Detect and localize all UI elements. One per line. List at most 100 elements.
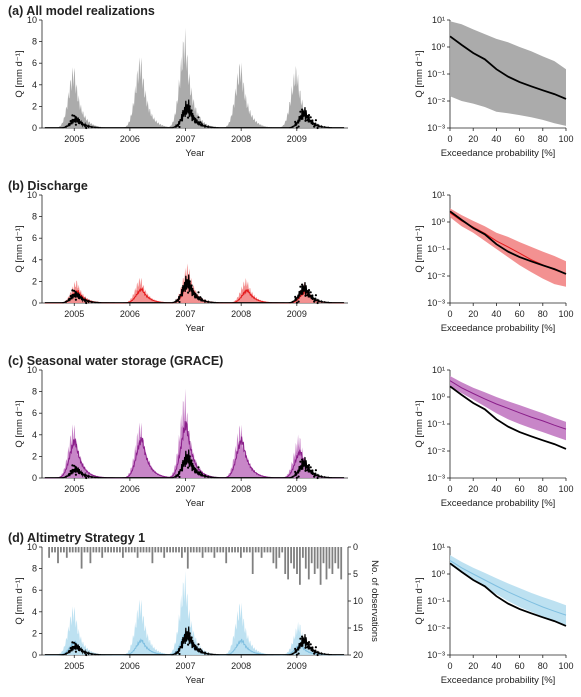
observation-point [199, 121, 202, 124]
fdc-observed-line [449, 385, 567, 450]
observation-point [314, 469, 317, 472]
observation-point [311, 646, 314, 649]
y-tick-label: 2 [32, 276, 37, 286]
observation-point [85, 476, 88, 480]
observed-line [44, 449, 345, 479]
observation-point [297, 300, 300, 303]
y-axis-label: Q [mm d⁻¹] [14, 400, 25, 447]
observation-point [73, 641, 76, 644]
observation-point [313, 125, 316, 128]
x-tick-label: 2008 [231, 309, 251, 319]
observation-point [69, 120, 72, 123]
observation-count-bar [204, 547, 207, 553]
fdc-y-tick-label: 10⁻³ [427, 473, 445, 483]
observation-count-bar [133, 547, 136, 553]
observation-point [295, 126, 298, 129]
fdc-x-tick-label: 0 [447, 661, 452, 671]
fdc-median-line [449, 559, 567, 616]
observation-count-bar [322, 547, 325, 564]
observation-count-bar [57, 547, 59, 564]
observation-count-bar [157, 547, 160, 553]
fdc-x-tick-label: 80 [538, 661, 548, 671]
observation-point [74, 473, 77, 476]
observation-point [301, 458, 304, 461]
fdc-uncertainty-band [450, 555, 566, 626]
observation-count-bar [68, 547, 71, 553]
observation-count-bar [98, 547, 101, 553]
panel-title: (b) Discharge [8, 179, 88, 193]
observation-count-bar [281, 547, 284, 553]
observation-point [294, 647, 297, 651]
y-tick-label: 10 [27, 15, 37, 25]
observation-point [85, 301, 88, 305]
observation-count-bar [74, 547, 77, 553]
observation-point [85, 126, 88, 130]
observation-point [197, 466, 200, 469]
observation-point [316, 301, 319, 305]
observation-point [314, 646, 317, 649]
x-tick-label: 2005 [64, 484, 84, 494]
observation-point [302, 464, 305, 467]
x-tick-label: 2009 [287, 661, 307, 671]
observation-point [193, 647, 197, 650]
observation-point [199, 471, 202, 474]
observation-count-bar [310, 547, 313, 564]
observation-point [190, 459, 193, 462]
observation-point [176, 651, 179, 654]
fdc-y-axis-label: Q [mm d⁻¹] [414, 50, 425, 97]
observation-point [311, 469, 314, 472]
observation-count-bar [48, 547, 50, 558]
x-axis-label: Year [185, 148, 204, 159]
x-tick-label: 2005 [64, 309, 84, 319]
observation-point [190, 284, 193, 287]
fdc-x-axis-label: Exceedance probability [%] [441, 323, 556, 334]
observation-count-bar [284, 547, 287, 574]
observation-point [79, 648, 83, 651]
observation-point [301, 283, 304, 286]
observation-point [73, 464, 76, 467]
fdc-y-tick-label: 10⁻¹ [427, 244, 445, 254]
fdc-x-tick-label: 60 [515, 134, 525, 144]
observation-point [195, 469, 198, 472]
observation-count-bar [119, 547, 121, 553]
observation-count-bar [122, 547, 124, 558]
observation-point [307, 464, 311, 467]
observation-count-bar [228, 547, 230, 553]
y-tick-label: 4 [32, 255, 37, 265]
panel-a: (a) All model realizations 0 2 4 6 8 10 2005 200… [8, 4, 348, 159]
observation-point [79, 296, 83, 299]
observation-count-bar [234, 547, 236, 553]
observation-point [313, 652, 316, 655]
observation-point [190, 109, 193, 112]
observation-point [187, 643, 190, 646]
x-tick-label: 2006 [120, 134, 140, 144]
fdc-y-tick-label: 10⁰ [431, 42, 445, 52]
fdc-y-axis-label: Q [mm d⁻¹] [414, 225, 425, 272]
observation-count-bar [340, 547, 343, 580]
fdc-y-tick-label: 10⁻² [427, 623, 445, 633]
observation-point [183, 285, 186, 288]
fdc-x-tick-label: 100 [558, 309, 573, 319]
observation-point [185, 110, 188, 113]
observation-count-bar [104, 547, 107, 553]
observed-line [44, 626, 345, 656]
x-tick-label: 2006 [120, 661, 140, 671]
observation-point [302, 289, 305, 292]
observation-point [306, 646, 309, 649]
observation-point [297, 652, 300, 655]
observation-count-bar [63, 547, 65, 553]
observation-count-bar [142, 547, 145, 553]
observed-line [44, 274, 345, 304]
y-tick-label: 2 [32, 628, 37, 638]
observation-point [185, 460, 188, 463]
observation-point [316, 653, 319, 657]
x-tick-label: 2005 [64, 661, 84, 671]
observation-count-bar [181, 547, 183, 558]
observation-point [294, 295, 297, 298]
fdc-y-axis-label: Q [mm d⁻¹] [414, 400, 425, 447]
fdc-x-tick-label: 40 [491, 309, 501, 319]
observation-count-bar [92, 547, 95, 553]
x-tick-label: 2009 [287, 309, 307, 319]
y-tick-label: 0 [32, 123, 37, 133]
